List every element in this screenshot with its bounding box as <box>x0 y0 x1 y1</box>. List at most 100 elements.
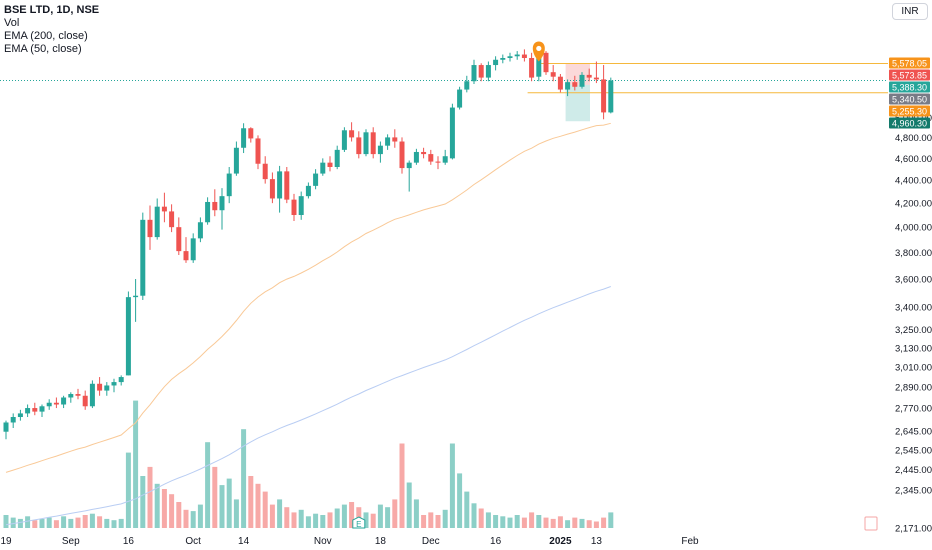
x-tick-label: Oct <box>185 536 201 547</box>
candle-body <box>3 422 9 432</box>
candle-body <box>421 151 427 155</box>
volume-bar <box>565 520 571 528</box>
candle-body <box>197 222 203 239</box>
x-tick-label: 18 <box>375 536 387 547</box>
level-lines <box>0 62 888 94</box>
price-label: 5,255.30 <box>889 105 930 117</box>
candle-body <box>212 201 218 211</box>
y-tick-label: 3,130.00 <box>895 343 932 354</box>
price-label-text: 5,255.30 <box>892 107 927 117</box>
volume-bar <box>320 515 326 528</box>
candle <box>25 404 31 418</box>
candle-body <box>327 162 333 167</box>
ema-50-line <box>5 122 611 473</box>
candle-body <box>291 199 297 216</box>
volume-bar <box>507 517 513 528</box>
candle <box>269 172 275 204</box>
candle-body <box>104 385 110 391</box>
volume-bar <box>536 515 542 528</box>
volume-bar <box>572 517 578 528</box>
candle <box>68 392 74 403</box>
legend-ema200[interactable]: EMA (200, close) <box>4 30 88 42</box>
volume-bar <box>118 518 124 528</box>
candle-body <box>233 147 239 174</box>
candle-body <box>154 206 160 238</box>
price-label-text: 5,573.85 <box>892 71 927 81</box>
indicator-icon <box>864 516 878 531</box>
volume-bar <box>53 520 59 528</box>
candle <box>219 188 225 230</box>
candle-body <box>75 394 81 396</box>
candle <box>205 197 211 225</box>
volume-bar <box>176 502 182 528</box>
candle-body <box>68 394 74 398</box>
candle <box>176 217 182 256</box>
candle <box>557 73 563 93</box>
y-tick-label: 2,890.00 <box>895 383 932 394</box>
volume-bar <box>17 518 23 528</box>
candle <box>298 191 304 220</box>
candle <box>341 127 347 152</box>
candle-body <box>399 141 405 169</box>
volume-bar <box>89 513 95 528</box>
candle <box>226 166 232 204</box>
candle <box>521 49 527 62</box>
candle <box>385 134 391 150</box>
candle-body <box>169 211 175 228</box>
candle-body <box>363 132 369 155</box>
volume-bar <box>154 483 160 528</box>
candle-body <box>370 132 376 155</box>
volume-bar <box>140 476 146 528</box>
volume-bar <box>97 516 103 528</box>
candle-body <box>485 65 491 78</box>
y-tick-label: 4,000.00 <box>895 223 932 234</box>
candle <box>421 147 427 159</box>
candle-body <box>140 219 146 296</box>
price-label-bg <box>889 57 930 69</box>
candle-body <box>262 163 268 180</box>
price-labels: 5,578.05 5,573.85 5,388.30 5,340.50 5,255.30… <box>889 57 930 129</box>
location-pin-icon <box>532 41 545 62</box>
ema-200-path <box>5 286 611 526</box>
volume-bar <box>82 515 88 528</box>
candle-body <box>298 196 304 216</box>
candle-body <box>147 219 153 238</box>
candle <box>579 72 585 89</box>
volume-bar <box>262 491 268 528</box>
candle-body <box>356 137 362 155</box>
candle-body <box>500 58 506 60</box>
volume-bar <box>601 517 607 528</box>
candle <box>392 129 398 148</box>
candle <box>435 156 441 170</box>
legend-ema50[interactable]: EMA (50, close) <box>4 43 82 55</box>
candle <box>334 145 340 170</box>
volume-bar <box>147 466 153 528</box>
candle-body <box>241 128 247 148</box>
candle <box>262 156 268 184</box>
x-tick-label: 14 <box>238 536 250 547</box>
candle-body <box>248 128 254 139</box>
volume-bar <box>46 517 52 528</box>
volume-bar <box>500 516 506 528</box>
volume-bar <box>478 508 484 528</box>
volume-bar <box>104 518 110 528</box>
volume-bar <box>291 512 297 528</box>
candle-body <box>550 72 556 77</box>
price-label-bg <box>889 105 930 117</box>
x-tick-label: 2025 <box>549 536 572 547</box>
candle-body <box>478 65 484 78</box>
volume-bar <box>32 520 38 528</box>
candle <box>543 51 549 75</box>
legend-vol[interactable]: Vol <box>4 17 20 29</box>
candle <box>10 413 16 428</box>
currency-button[interactable]: INR <box>892 3 928 20</box>
legend-title[interactable]: BSE LTD, 1D, NSE <box>4 4 100 16</box>
price-label: 5,578.05 <box>889 57 930 69</box>
y-axis: 2,171.00 2,345.00 2,445.00 2,545.00 2,645.00… <box>864 113 932 535</box>
y-tick-label: 2,445.00 <box>895 465 932 476</box>
chart-legend: BSE LTD, 1D, NSE Vol EMA (200, close) EM… <box>4 4 99 56</box>
candle-body <box>219 196 225 211</box>
candle-body <box>377 145 383 155</box>
x-tick-label: 19 <box>0 536 12 547</box>
